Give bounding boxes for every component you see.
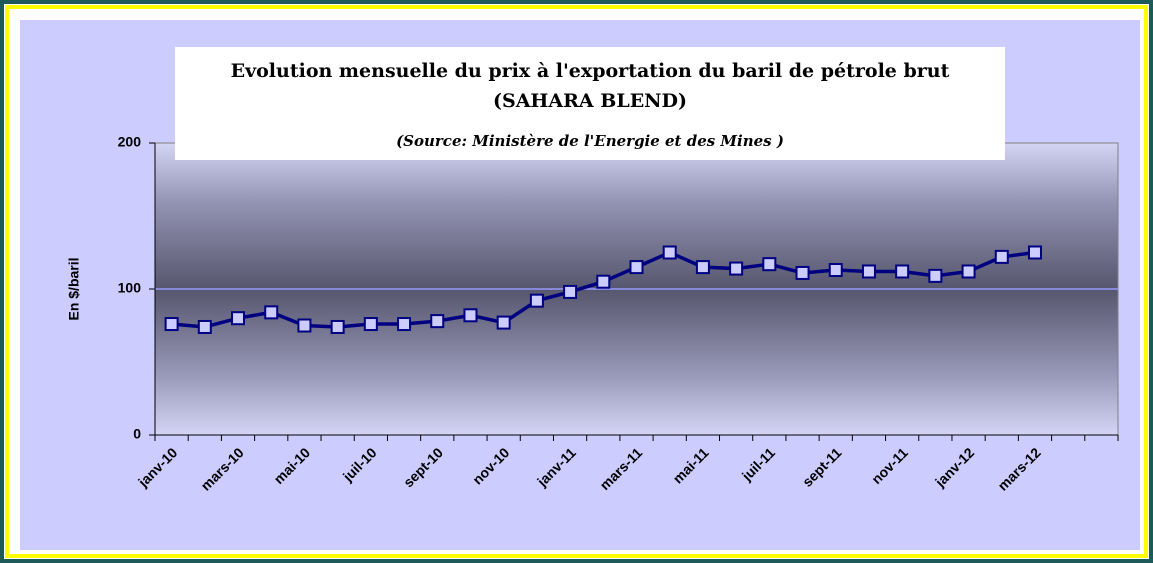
- marker: [264, 305, 279, 320]
- marker: [596, 274, 611, 289]
- marker: [762, 257, 777, 272]
- chart-subtitle: (SAHARA BLEND): [493, 90, 687, 112]
- marker: [729, 261, 744, 276]
- marker: [861, 264, 876, 279]
- marker: [330, 319, 345, 334]
- marker: [563, 284, 578, 299]
- marker: [1027, 245, 1042, 260]
- y-tick-label: 0: [133, 426, 141, 442]
- marker: [164, 317, 179, 332]
- marker: [994, 249, 1009, 264]
- marker: [828, 263, 843, 278]
- y-tick-label: 100: [118, 280, 142, 296]
- marker: [795, 265, 810, 280]
- marker: [463, 308, 478, 323]
- marker: [662, 245, 677, 260]
- chart-title: Evolution mensuelle du prix à l'exportat…: [231, 60, 950, 82]
- y-axis-label: En $/baril: [66, 257, 82, 320]
- marker: [695, 260, 710, 275]
- chart-source: (Source: Ministère de l'Energie et des M…: [396, 132, 784, 150]
- title-box: [175, 47, 1005, 160]
- marker: [629, 260, 644, 275]
- marker: [430, 314, 445, 329]
- marker: [961, 264, 976, 279]
- marker: [496, 315, 511, 330]
- marker: [397, 317, 412, 332]
- y-tick-label: 200: [118, 134, 142, 150]
- marker: [363, 317, 378, 332]
- marker: [231, 311, 246, 326]
- marker: [895, 264, 910, 279]
- marker: [928, 268, 943, 283]
- marker: [297, 318, 312, 333]
- inner-frame: [5, 5, 1148, 558]
- marker: [197, 319, 212, 334]
- marker: [529, 293, 544, 308]
